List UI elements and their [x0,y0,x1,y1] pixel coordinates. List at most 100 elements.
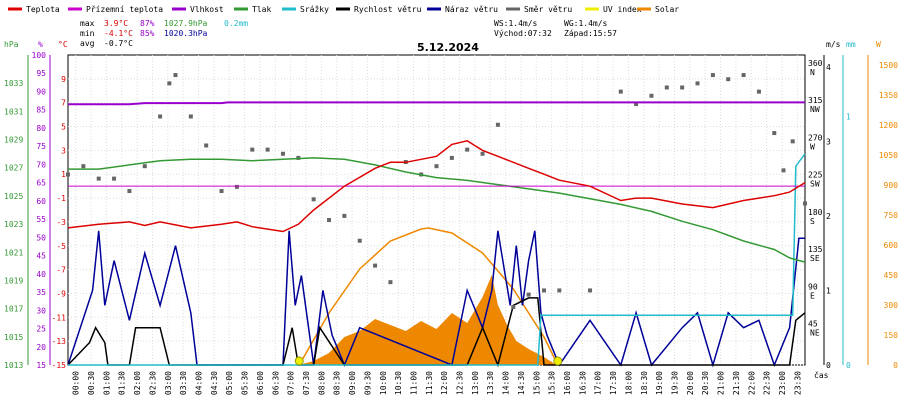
legend-label: UV index [603,5,642,14]
x-tick-label: 02:30 [148,371,157,395]
series-wind-gust [67,230,805,368]
stat-max-hum: 87% [140,19,155,28]
y-tick-pressure: 1013 [4,361,23,370]
legend-label: Vlhkost [190,5,224,14]
x-tick-label: 00:30 [87,371,96,395]
legend-label: Náraz větru [445,5,498,14]
stats-block: max 3.9°C 87% 1027.9hPa 0.2mm min -4.1°C… [80,19,617,48]
x-tick-label: 07:00 [287,371,296,395]
axes: 00:00 00:30 01:00 01:30 02:00 02:30 03:00 03:30… [4,51,898,395]
y-tick-pressure: 1023 [4,220,23,229]
unit-time: čas [814,370,829,380]
y-tick-humidity: 65 [36,179,46,188]
y-tick-temperature: -1 [56,194,66,203]
y-tick-direction: 225 [808,171,823,180]
plot [66,73,807,368]
y-tick-humidity: 100 [32,51,47,60]
wind-direction-point [756,89,761,94]
y-tick-humidity: 75 [36,142,46,151]
y-tick-humidity: 95 [36,69,46,78]
wind-direction-point [188,114,193,119]
y-tick-pressure: 1025 [4,192,23,201]
y-tick-temperature: -5 [56,242,66,251]
x-tick-label: 21:30 [732,371,741,395]
y-tick-temperature: 1 [61,170,66,179]
legend-label: Teplota [26,5,60,14]
y-tick-temperature: -9 [56,289,66,298]
unit-degc: °C [58,40,68,49]
stat-wg: WG:1.4m/s [564,19,608,28]
stat-avg-label: avg [80,39,95,48]
wind-direction-point [280,151,285,156]
stat-max-label: max [80,19,95,28]
wind-direction-point [680,85,685,90]
stat-max-temp: 3.9°C [104,19,128,28]
sunset-marker [553,356,563,366]
y-tick-humidity: 45 [36,252,46,261]
legend-label: Srážky [300,5,329,14]
wind-direction-point [618,89,623,94]
y-tick-direction: 135 [808,245,823,254]
y-tick-temperature: -7 [56,266,66,275]
x-tick-label: 03:00 [164,371,173,395]
wind-direction-point [234,184,239,189]
y-tick-solar: 450 [884,271,899,280]
series-humidity [68,101,805,106]
y-tick-humidity: 25 [36,325,46,334]
x-tick-label: 15:30 [548,371,557,395]
y-tick-solar: 1200 [879,121,898,130]
wind-direction-point [803,201,807,206]
wind-direction-point [311,197,316,202]
y-tick-wind: 0 [826,361,831,370]
x-tick-label: 20:30 [701,371,710,395]
y-tick-rain: 1 [846,112,851,121]
chart-title: 5.12.2024 [417,41,479,54]
y-tick-pressure: 1029 [4,136,23,145]
wind-direction-point [173,73,178,78]
y-tick-direction: 270 [808,133,823,142]
x-tick-label: 03:30 [179,371,188,395]
wind-direction-point [66,172,70,177]
x-tick-label: 19:30 [670,371,679,395]
stat-ws: WS:1.4m/s [494,19,538,28]
y-tick-humidity: 50 [36,233,46,242]
series-temperature [67,139,806,233]
y-tick-direction-label: N [810,68,815,77]
x-tick-label: 14:30 [517,371,526,395]
x-tick-label: 09:00 [348,371,357,395]
wind-direction-point [664,85,669,90]
y-tick-pressure: 1017 [4,305,23,314]
y-tick-direction-label: W [810,142,815,151]
y-tick-solar: 150 [884,331,899,340]
y-tick-temperature: 5 [61,123,66,132]
x-tick-label: 18:30 [640,371,649,395]
wind-direction-point [557,288,562,293]
y-tick-temperature: -13 [52,337,67,346]
x-tick-label: 12:00 [440,371,449,395]
series-solar-theoretical [298,227,559,366]
wind-direction-point [726,77,731,82]
x-tick-label: 22:30 [763,371,772,395]
y-tick-pressure: 1015 [4,333,23,342]
stat-sunrise: Východ:07:32 [494,29,552,38]
x-tick-label: 12:30 [456,371,465,395]
y-tick-direction-label: E [810,291,815,300]
y-tick-humidity: 40 [36,270,46,279]
legend-label: Tlak [252,5,271,14]
x-tick-label: 04:00 [195,371,204,395]
wind-direction-point [167,81,172,86]
y-tick-solar: 600 [884,241,899,250]
x-tick-label: 07:30 [302,371,311,395]
y-tick-wind: 2 [826,212,831,221]
y-tick-temperature: -15 [52,361,67,370]
stat-sunset: Západ:15:57 [564,29,617,38]
wind-direction-point [373,263,378,268]
y-tick-pressure: 1027 [4,164,23,173]
stat-min-press: 1020.3hPa [164,29,208,38]
x-tick-label: 13:00 [471,371,480,395]
legend-label: Směr větru [524,5,572,14]
legend-label: Rychlost větru [354,5,422,14]
y-tick-temperature: -3 [56,218,66,227]
wind-direction-point [434,164,439,169]
